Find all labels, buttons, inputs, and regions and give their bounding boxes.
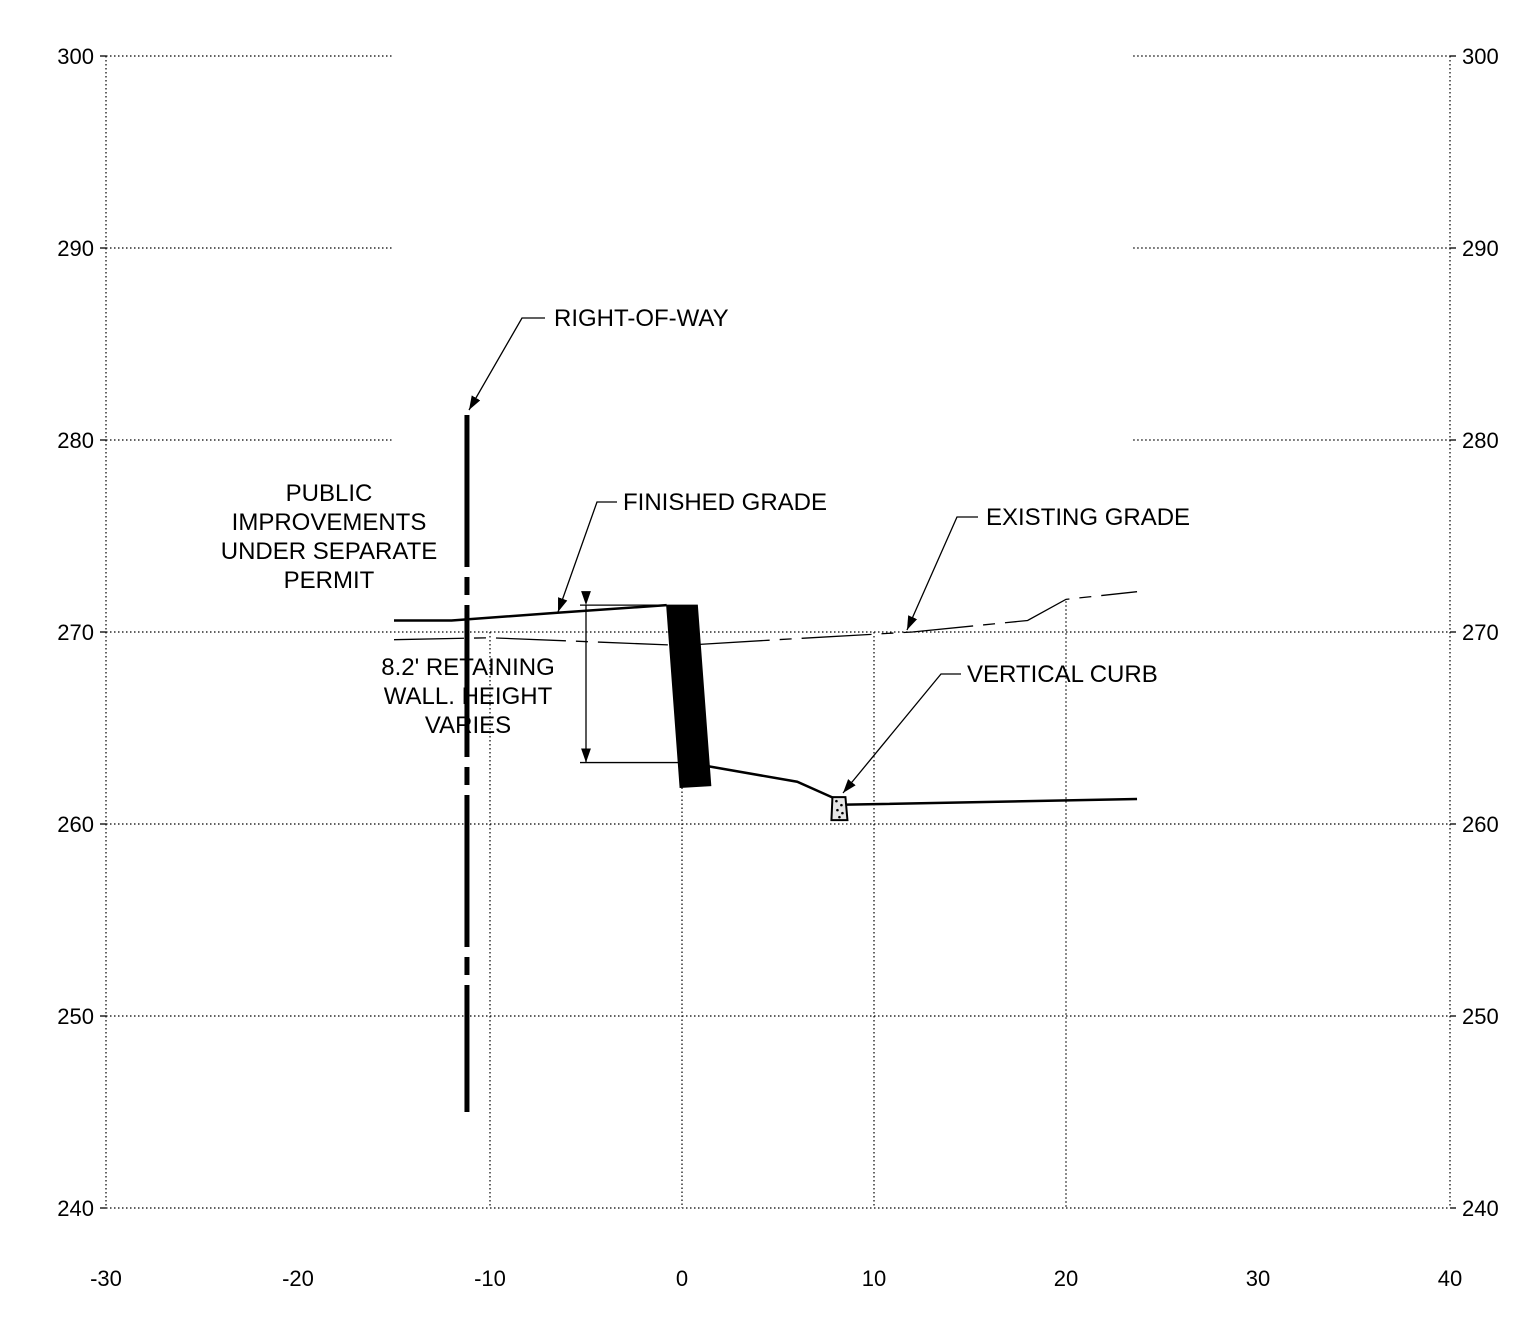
y-tick-label-left: 260 — [57, 812, 94, 837]
existing-grade-line — [394, 592, 1137, 646]
x-tick-label: -10 — [474, 1266, 506, 1291]
y-tick-label-right: 300 — [1462, 44, 1499, 69]
y-tick-label-right: 280 — [1462, 428, 1499, 453]
y-tick-label-right: 240 — [1462, 1196, 1499, 1221]
finished-grade-leader — [558, 502, 617, 612]
curb-fill-dot — [840, 804, 843, 807]
y-tick-label-right: 260 — [1462, 812, 1499, 837]
y-tick-label-left: 290 — [57, 236, 94, 261]
curb-fill-dot — [838, 816, 841, 819]
finished-grade-line — [394, 605, 667, 620]
public-improvements-label: PUBLIC — [286, 480, 373, 507]
y-tick-label-left: 280 — [57, 428, 94, 453]
x-tick-label: 10 — [862, 1266, 886, 1291]
public-improvements-label: UNDER SEPARATE — [221, 538, 437, 565]
curb-fill-dot — [841, 812, 844, 815]
retaining-wall — [667, 605, 711, 787]
y-tick-label-right: 270 — [1462, 620, 1499, 645]
row-leader — [469, 318, 545, 410]
y-tick-label-left: 240 — [57, 1196, 94, 1221]
x-tick-label: 0 — [676, 1266, 688, 1291]
public-improvements-label: IMPROVEMENTS — [232, 509, 427, 536]
curb-fill-dot — [835, 800, 838, 803]
x-tick-label: -30 — [90, 1266, 122, 1291]
right-of-way-label: RIGHT-OF-WAY — [554, 305, 729, 332]
grid — [100, 56, 1456, 1208]
x-tick-label: 30 — [1246, 1266, 1270, 1291]
y-tick-label-left: 270 — [57, 620, 94, 645]
vertical-curb-leader — [843, 674, 961, 793]
existing-grade-label: EXISTING GRADE — [986, 504, 1190, 531]
retaining-wall-label: WALL. HEIGHT — [384, 683, 553, 710]
x-tick-label: 20 — [1054, 1266, 1078, 1291]
y-tick-label-left: 300 — [57, 44, 94, 69]
retaining-wall-label: 8.2' RETAINING — [381, 654, 555, 681]
curb-fill-dot — [836, 809, 839, 812]
x-tick-label: 40 — [1438, 1266, 1462, 1291]
y-tick-label-right: 250 — [1462, 1004, 1499, 1029]
y-tick-label-left: 250 — [57, 1004, 94, 1029]
vertical-curb-label: VERTICAL CURB — [967, 661, 1158, 688]
lower-grade-line — [709, 766, 1137, 804]
y-tick-label-right: 290 — [1462, 236, 1499, 261]
x-tick-label: -20 — [282, 1266, 314, 1291]
public-improvements-label: PERMIT — [284, 567, 375, 594]
retaining-wall-label: VARIES — [425, 712, 511, 739]
existing-grade-leader — [907, 517, 978, 630]
finished-grade-label: FINISHED GRADE — [623, 489, 827, 516]
